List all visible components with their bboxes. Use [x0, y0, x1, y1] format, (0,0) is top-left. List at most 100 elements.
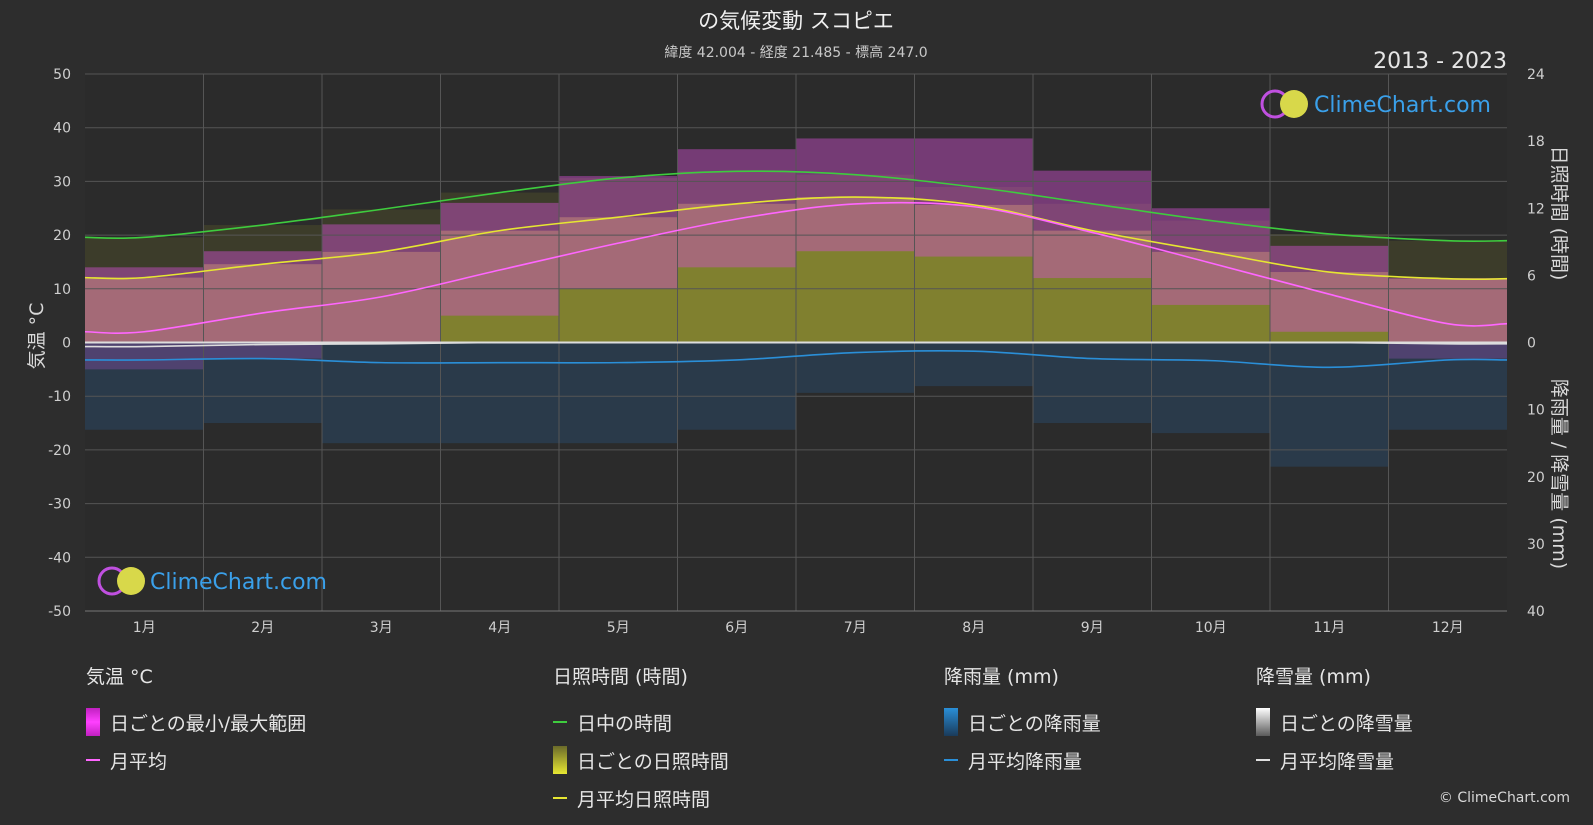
legend-title: 気温 °C [86, 666, 153, 688]
temp-mean-line [84, 201, 1508, 334]
snow-mean-line [84, 341, 1508, 348]
month-tick-label: 11月 [1313, 620, 1345, 636]
legend-swatch [86, 708, 100, 736]
legend-swatch [1256, 708, 1270, 736]
left-tick-label: -10 [48, 389, 71, 405]
legend-title: 降雪量 (mm) [1256, 666, 1371, 688]
month-tick-label: 5月 [607, 620, 630, 636]
sunshine-band [203, 264, 322, 343]
period-label: 2013 - 2023 [1373, 49, 1507, 74]
legend-title: 日照時間 (時間) [553, 666, 688, 688]
legend-swatch [553, 746, 567, 774]
temp-range-band [796, 138, 915, 252]
left-tick-label: 40 [53, 121, 71, 137]
left-tick-label: 20 [53, 228, 71, 244]
logo-sun-icon [117, 567, 145, 595]
sunshine-band [1033, 230, 1152, 343]
sunshine-band [440, 230, 559, 343]
month-tick-label: 4月 [488, 620, 511, 636]
rain-band [1151, 342, 1270, 434]
copyright: © ClimeChart.com [1439, 790, 1570, 806]
month-tick-label: 8月 [962, 620, 985, 636]
legend-snow: 降雪量 (mm) 日ごとの降雪量 月平均降雪量 [1256, 662, 1413, 779]
sunshine-band [1151, 251, 1270, 343]
legend-item: 日ごとの降雨量 [968, 712, 1101, 735]
legend-rain: 降雨量 (mm) 日ごとの降雨量 月平均降雨量 [944, 662, 1101, 779]
right-tick-label: 40 [1527, 604, 1545, 620]
brand-logo-top: ClimeChart.com [1260, 89, 1491, 119]
month-tick-label: 3月 [370, 620, 393, 636]
chart-title: の気候変動 スコピエ [698, 9, 894, 33]
right-tick-label: 20 [1527, 470, 1545, 486]
sunshine-band [914, 204, 1033, 343]
legend-sunshine: 日照時間 (時間) 日中の時間 日ごとの日照時間 月平均日照時間 [553, 662, 729, 817]
temp-range-band [1033, 170, 1152, 279]
right-tick-label: 24 [1527, 67, 1545, 83]
sunshine-band [559, 217, 678, 343]
right-tick-label: 12 [1527, 201, 1545, 217]
left-tick-label: -30 [48, 497, 71, 513]
rain-band [1388, 342, 1507, 430]
legend-swatch [944, 759, 958, 761]
left-tick-label: 0 [62, 336, 71, 352]
month-tick-label: 12月 [1432, 620, 1464, 636]
left-tick-label: -20 [48, 443, 71, 459]
temp-range-band [559, 176, 678, 289]
legend-swatch [553, 721, 567, 723]
legend-item: 日ごとの最小/最大範囲 [110, 712, 307, 735]
legend-item: 日中の時間 [577, 712, 673, 735]
legend-swatch [86, 759, 100, 761]
right-axis-top-label: 日照時間 (時間) [1548, 146, 1570, 281]
left-tick-label: 50 [53, 67, 71, 83]
rain-mean-line [84, 349, 1508, 369]
temp-range-band [1151, 208, 1270, 305]
left-axis-label: 気温 °C [26, 303, 48, 370]
rain-band [796, 342, 915, 393]
legend-item: 月平均日照時間 [577, 788, 711, 811]
left-tick-label: -40 [48, 550, 71, 566]
rain-band [85, 342, 204, 430]
month-tick-label: 10月 [1195, 620, 1227, 636]
data-bands [85, 138, 1507, 467]
temp-range-band [322, 224, 441, 343]
rain-band [203, 342, 322, 424]
temp-range-band [440, 202, 559, 316]
legend-item: 日ごとの日照時間 [577, 750, 729, 773]
rain-band [559, 342, 678, 444]
legend-item: 月平均降雪量 [1280, 750, 1395, 773]
month-tick-label: 7月 [844, 620, 867, 636]
logo-sun-icon [1280, 90, 1308, 118]
sunshine-line [84, 196, 1508, 281]
right-tick-label: 18 [1527, 134, 1545, 150]
rain-band [1270, 342, 1389, 467]
rain-band [1033, 342, 1152, 424]
right-tick-label: 30 [1527, 537, 1545, 553]
brand-logo-bottom: ClimeChart.com [97, 566, 327, 596]
brand-name-bottom: ClimeChart.com [150, 570, 327, 595]
brand-name-top: ClimeChart.com [1314, 93, 1491, 118]
left-tick-label: -50 [48, 604, 71, 620]
legend-item: 月平均降雨量 [968, 750, 1083, 773]
legend-swatch [553, 797, 567, 799]
rain-band [677, 342, 796, 430]
legend-item: 月平均 [110, 750, 168, 773]
legend-title: 降雨量 (mm) [944, 666, 1059, 688]
chart-subtitle: 緯度 42.004 - 経度 21.485 - 標高 247.0 [664, 44, 927, 61]
right-axis-bottom-label: 降雨量 / 降雪量 (mm) [1548, 379, 1570, 569]
legend-item: 日ごとの降雪量 [1280, 712, 1413, 735]
left-tick-label: 10 [53, 282, 71, 298]
series-lines [84, 170, 1508, 369]
daylight-line [84, 170, 1508, 242]
month-tick-label: 6月 [725, 620, 748, 636]
legend-swatch [1256, 759, 1270, 761]
axes: 50 40 30 20 10 0 -10 -20 -30 -40 -50 24 18 12 6 0 10 20 30… [48, 67, 1545, 636]
legend-swatch [944, 708, 958, 736]
month-tick-label: 9月 [1081, 620, 1104, 636]
left-tick-label: 30 [53, 174, 71, 190]
sunshine-band [1388, 278, 1507, 343]
rain-band [322, 342, 441, 444]
right-tick-label: 10 [1527, 403, 1545, 419]
month-tick-label: 1月 [133, 620, 156, 636]
rain-band [914, 342, 1033, 387]
